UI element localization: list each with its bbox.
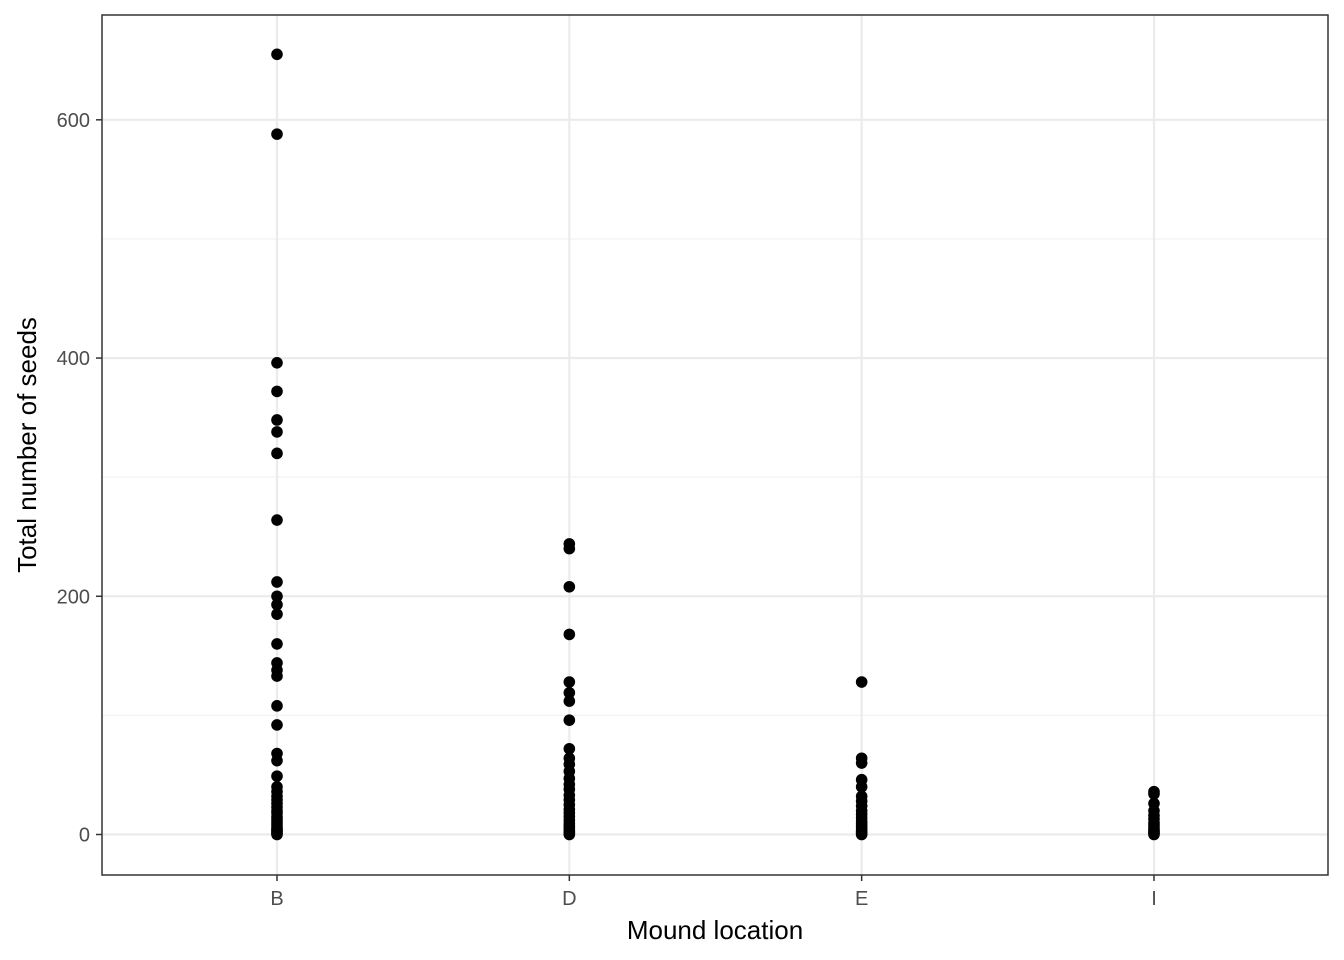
data-point (563, 542, 576, 555)
data-point (1148, 788, 1160, 800)
data-point (271, 357, 283, 369)
x-axis-title: Mound location (627, 915, 803, 945)
data-point (271, 128, 283, 140)
data-point (563, 676, 576, 688)
data-point (855, 781, 868, 793)
data-point (271, 514, 283, 526)
data-point (563, 580, 576, 593)
data-point (271, 719, 283, 731)
data-points (271, 48, 1160, 841)
y-tick-label: 600 (57, 110, 90, 132)
data-point (271, 414, 283, 426)
data-point (271, 608, 283, 620)
data-point (563, 742, 576, 755)
data-point (563, 714, 576, 726)
data-point (271, 48, 283, 61)
x-tick-label: E (855, 888, 868, 910)
data-point (271, 598, 283, 611)
y-axis-ticks: 0 200 400 600 (57, 110, 102, 847)
data-point (855, 676, 868, 688)
data-point (271, 828, 283, 841)
data-point (271, 385, 283, 398)
x-tick-label: D (562, 888, 576, 910)
data-point (271, 638, 283, 650)
y-tick-label: 200 (57, 586, 90, 608)
data-point (563, 828, 576, 841)
minor-gridlines (102, 238, 1328, 716)
major-gridlines (102, 15, 1328, 875)
x-tick-label: I (1151, 888, 1157, 910)
y-axis-title: Total number of seeds (12, 317, 42, 573)
data-point (271, 590, 283, 603)
panel-border (101, 14, 1329, 876)
data-point (271, 770, 283, 782)
data-point (855, 828, 868, 841)
data-point (271, 447, 283, 460)
data-point (271, 670, 283, 682)
data-point (563, 686, 576, 699)
data-point (563, 628, 576, 641)
data-point (855, 757, 868, 769)
data-point (1148, 828, 1160, 841)
data-point (271, 754, 283, 767)
y-tick-label: 400 (57, 348, 90, 370)
x-tick-label: B (270, 888, 283, 910)
data-point (271, 426, 283, 438)
data-point (271, 700, 283, 712)
data-point (563, 695, 576, 707)
data-point (271, 576, 283, 588)
y-tick-label: 0 (79, 825, 90, 847)
